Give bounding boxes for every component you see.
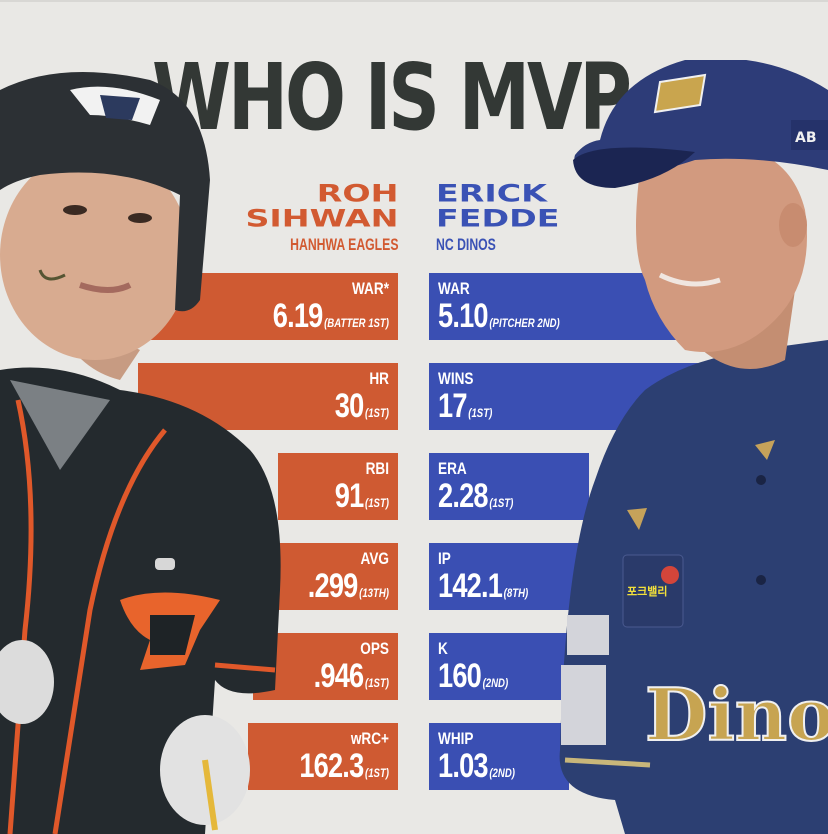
left-stat-rbi: RBI 91 (1ST)	[278, 453, 398, 520]
stat-rank: (1ST)	[489, 496, 514, 510]
stat-value: 162.3	[299, 747, 364, 785]
right-stat-k: K 160 (2ND)	[429, 633, 569, 700]
page-title: WHO IS MVP	[152, 44, 632, 151]
stat-value: 6.19	[272, 297, 324, 335]
stat-rank: (1ST)	[365, 766, 389, 780]
stat-label: HR	[369, 369, 389, 388]
stat-label: wRC+	[350, 729, 389, 748]
right-player-last-name: FEDDE	[436, 205, 560, 233]
stat-rank: (1ST)	[365, 406, 389, 420]
left-player-team: HANHWA EAGLES	[289, 235, 398, 254]
right-stat-era: ERA 2.28 (1ST)	[429, 453, 589, 520]
stat-value: 2.28	[438, 477, 489, 515]
stat-label: RBI	[365, 459, 389, 478]
stat-rank: (BATTER 1ST)	[324, 316, 389, 330]
left-player-name-block: ROH SIHWAN HANHWA EAGLES	[245, 182, 398, 255]
right-stat-whip: WHIP 1.03 (2ND)	[429, 723, 569, 790]
right-stat-war: WAR 5.10 (PITCHER 2ND)	[429, 273, 689, 340]
stat-label: AVG	[360, 549, 389, 568]
stat-rank: (2ND)	[489, 766, 515, 780]
stat-value: .946	[313, 657, 365, 695]
right-player-team: NC DINOS	[436, 235, 496, 254]
stat-value: 17	[438, 387, 467, 425]
stat-label: IP	[438, 549, 451, 568]
stat-rank: (13TH)	[359, 586, 389, 600]
left-stat-wrc: wRC+ 162.3 (1ST)	[248, 723, 398, 790]
stat-label: WHIP	[438, 729, 474, 748]
svg-text:포크밸리: 포크밸리	[627, 584, 667, 598]
batter-photo-icon	[0, 70, 300, 834]
stat-rank: (1ST)	[468, 406, 493, 420]
stat-rank: (PITCHER 2ND)	[489, 316, 560, 330]
left-player-last-name: SIHWAN	[244, 205, 398, 233]
svg-text:Dino: Dino	[645, 672, 828, 757]
stat-value: 160	[438, 657, 482, 695]
stat-label: OPS	[360, 639, 389, 658]
stat-label: K	[438, 639, 448, 658]
right-player-first-name: ERICK	[436, 180, 547, 208]
stat-rank: (1ST)	[365, 676, 389, 690]
stat-value: .299	[307, 567, 359, 605]
stat-label: WINS	[438, 369, 474, 388]
svg-text:AB: AB	[795, 130, 817, 146]
stat-value: 5.10	[438, 297, 489, 335]
stat-label: ERA	[438, 459, 467, 478]
stat-rank: (8TH)	[503, 586, 529, 600]
stat-value: 142.1	[438, 567, 503, 605]
stat-label: WAR*	[351, 279, 389, 298]
left-stat-ops: OPS .946 (1ST)	[253, 633, 398, 700]
pitcher-photo-icon: 포크밸리 Dino AB	[555, 60, 828, 834]
stat-rank: (1ST)	[365, 496, 389, 510]
left-player-first-name: ROH	[316, 180, 398, 208]
right-player-name-block: ERICK FEDDE NC DINOS	[436, 182, 559, 255]
stat-value: 91	[334, 477, 364, 515]
top-border	[0, 0, 828, 2]
stat-label: WAR	[438, 279, 470, 298]
stat-value: 1.03	[438, 747, 489, 785]
left-stat-avg: AVG .299 (13TH)	[273, 543, 398, 610]
stat-value: 30	[334, 387, 364, 425]
stat-rank: (2ND)	[482, 676, 509, 690]
right-stat-ip: IP 142.1 (8TH)	[429, 543, 579, 610]
